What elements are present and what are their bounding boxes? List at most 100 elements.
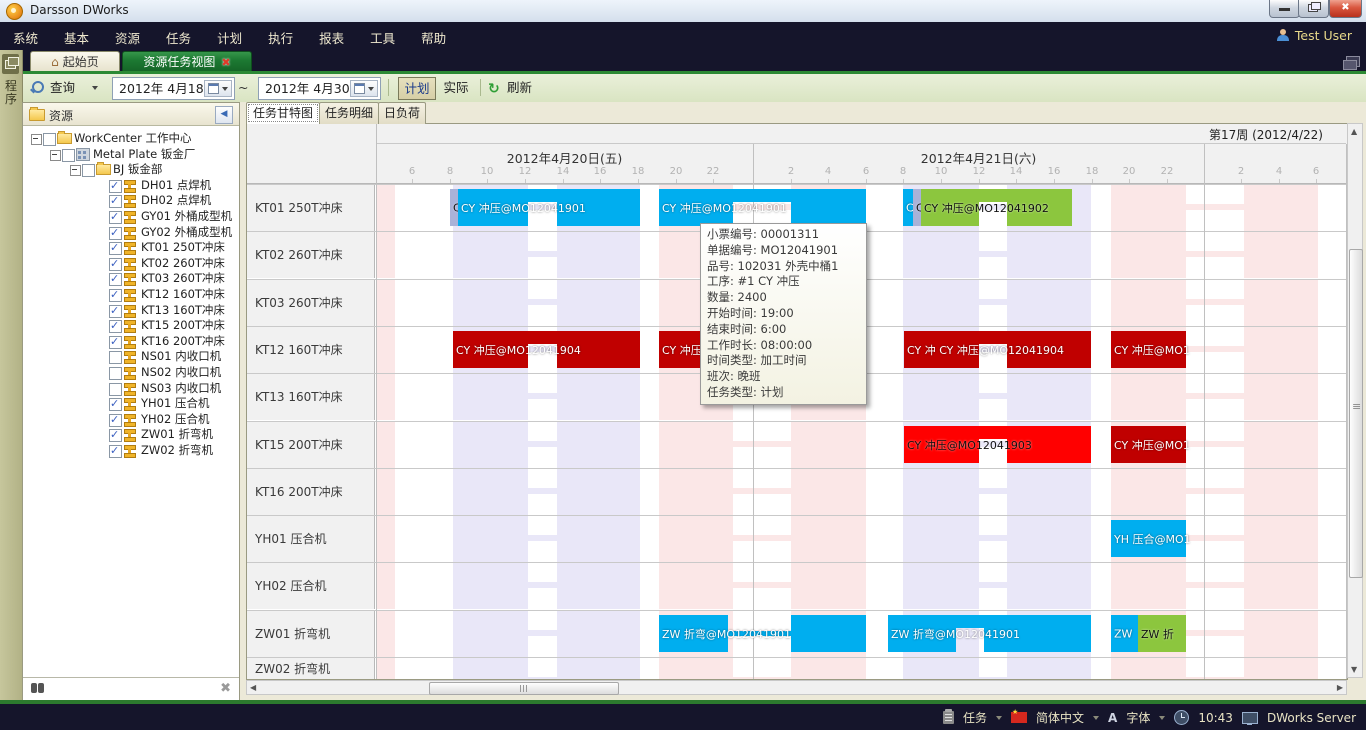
menu-系统[interactable]: 系统 (13, 31, 39, 46)
tree-item[interactable]: KT15 200T冲床 (23, 318, 239, 334)
gantt-tab-gantt[interactable]: 任务甘特图 (246, 102, 320, 124)
task-bar[interactable]: CY 冲压@MO12041902 (921, 189, 1072, 226)
tree-item[interactable]: NS01 内收口机 (23, 349, 239, 365)
tree-checkbox[interactable] (109, 209, 122, 224)
scroll-left-arrow[interactable]: ◀ (250, 683, 257, 692)
restore-button[interactable] (1298, 0, 1329, 18)
menu-帮助[interactable]: 帮助 (421, 31, 447, 46)
refresh-button[interactable]: ↻ 刷新 (488, 77, 548, 98)
task-bar[interactable]: CY 冲压@MO1 (1111, 331, 1190, 368)
tree-item[interactable]: DH01 点焊机 (23, 178, 239, 194)
task-bar[interactable]: YH 压合@MO1 (1111, 520, 1191, 557)
tree-item[interactable]: Metal Plate 钣金厂 (23, 147, 239, 163)
vertical-scroll-thumb[interactable] (1349, 249, 1363, 578)
plan-button[interactable]: 计划 (398, 77, 436, 100)
scroll-up-arrow[interactable]: ▲ (1351, 127, 1358, 136)
tree-checkbox[interactable] (109, 287, 122, 302)
task-bar[interactable]: CY 冲压@MO12041904 (453, 331, 640, 368)
tree-item[interactable]: KT02 260T冲床 (23, 256, 239, 272)
dropdown-arrow-icon[interactable] (1159, 715, 1166, 720)
task-bar[interactable]: CY 冲压@MO12041901 (458, 189, 640, 226)
menu-执行[interactable]: 执行 (268, 31, 294, 46)
task-bar[interactable]: CY 冲压@MO12041901 (659, 189, 866, 226)
task-chip[interactable]: C (450, 189, 458, 226)
gantt-tab-load[interactable]: 日负荷 (378, 102, 426, 124)
status-language[interactable]: 简体中文 (1036, 711, 1085, 725)
task-chip[interactable]: ZW (1111, 615, 1138, 652)
tree-checkbox[interactable] (109, 412, 122, 427)
horizontal-scrollbar[interactable]: ◀ ▶ (246, 680, 1347, 695)
menu-基本[interactable]: 基本 (64, 31, 90, 46)
status-task[interactable]: 任务 (963, 711, 988, 725)
tree-item[interactable]: NS02 内收口机 (23, 365, 239, 381)
dropdown-arrow-icon[interactable] (996, 715, 1003, 720)
tree-expander-icon[interactable] (70, 165, 81, 176)
tree-checkbox[interactable] (109, 334, 122, 349)
date-to-field[interactable]: 2012年 4月30日 (258, 77, 381, 100)
gantt-tab-detail[interactable]: 任务明细 (319, 102, 379, 124)
close-button[interactable]: ✖ (1329, 0, 1362, 18)
tree-item[interactable]: BJ 钣金部 (23, 162, 239, 178)
tree-item[interactable]: ZW01 折弯机 (23, 427, 239, 443)
task-chip[interactable]: C (913, 189, 921, 226)
panel-splitter[interactable] (240, 102, 246, 700)
footer-close-icon[interactable]: ✖ (220, 681, 231, 696)
task-chip[interactable]: C (903, 189, 913, 226)
tree-checkbox[interactable] (82, 164, 95, 177)
vertical-scrollbar[interactable]: ▲ ▼ (1347, 123, 1363, 678)
scroll-right-arrow[interactable]: ▶ (1336, 683, 1343, 692)
tree-checkbox[interactable] (109, 225, 122, 240)
tree-item[interactable]: WorkCenter 工作中心 (23, 131, 239, 147)
search-button[interactable]: 查询 (28, 77, 106, 98)
menu-工具[interactable]: 工具 (370, 31, 396, 46)
tree-checkbox[interactable] (109, 443, 122, 458)
tree-checkbox[interactable] (109, 256, 122, 271)
scroll-down-arrow[interactable]: ▼ (1351, 665, 1358, 674)
tree-checkbox[interactable] (109, 367, 122, 380)
task-bar[interactable]: ZW 折弯@MO12041901 (659, 615, 866, 652)
tree-checkbox[interactable] (43, 133, 56, 146)
windows-list-icon[interactable] (1343, 56, 1360, 70)
tree-checkbox[interactable] (109, 351, 122, 364)
tree-checkbox[interactable] (109, 271, 122, 286)
tree-checkbox[interactable] (109, 193, 122, 208)
date-to-picker-button[interactable] (350, 80, 378, 97)
tree-checkbox[interactable] (109, 303, 122, 318)
tree-item[interactable]: GY01 外桶成型机 (23, 209, 239, 225)
status-font[interactable]: 字体 (1126, 711, 1151, 725)
task-bar[interactable]: ZW 折弯@MO12041901 (888, 615, 1091, 652)
collapse-panel-button[interactable]: ◀ (215, 106, 233, 124)
task-bar[interactable]: ZW 折 (1138, 615, 1186, 652)
tree-item[interactable]: NS03 内收口机 (23, 381, 239, 397)
tree-checkbox[interactable] (62, 149, 75, 162)
menu-报表[interactable]: 报表 (319, 31, 345, 46)
tab-resource-task-view[interactable]: 资源任务视图 ✖ (122, 51, 252, 72)
tree-item[interactable]: KT01 250T冲床 (23, 240, 239, 256)
date-from-picker-button[interactable] (204, 80, 232, 97)
program-panel-label[interactable]: 程序 (4, 79, 17, 106)
tree-checkbox[interactable] (109, 318, 122, 333)
tree-item[interactable]: KT16 200T冲床 (23, 334, 239, 350)
tree-item[interactable]: DH02 点焊机 (23, 193, 239, 209)
menu-资源[interactable]: 资源 (115, 31, 141, 46)
tree-item[interactable]: KT03 260T冲床 (23, 271, 239, 287)
tab-close-icon[interactable]: ✖ (221, 56, 231, 69)
menu-计划[interactable]: 计划 (217, 31, 243, 46)
tree-item[interactable]: ZW02 折弯机 (23, 443, 239, 459)
task-bar[interactable]: CY 冲压@MO12041903 (904, 426, 1091, 463)
minimize-button[interactable] (1269, 0, 1300, 18)
tree-checkbox[interactable] (109, 178, 122, 193)
tab-start-page[interactable]: ⌂ 起始页 (30, 51, 120, 72)
task-bar[interactable]: CY 冲压@MO1 (1111, 426, 1190, 463)
tree-item[interactable]: KT12 160T冲床 (23, 287, 239, 303)
horizontal-scroll-thumb[interactable] (429, 682, 619, 695)
tree-expander-icon[interactable] (50, 150, 61, 161)
search-dropdown-arrow[interactable] (92, 86, 98, 90)
menu-任务[interactable]: 任务 (166, 31, 192, 46)
tree-expander-icon[interactable] (31, 134, 42, 145)
tree-checkbox[interactable] (109, 383, 122, 396)
search-binoculars-icon[interactable] (31, 683, 44, 693)
tree-checkbox[interactable] (109, 396, 122, 411)
tree-item[interactable]: KT13 160T冲床 (23, 303, 239, 319)
task-bar[interactable]: CY 冲 CY 冲压@MO12041904 (904, 331, 1091, 368)
